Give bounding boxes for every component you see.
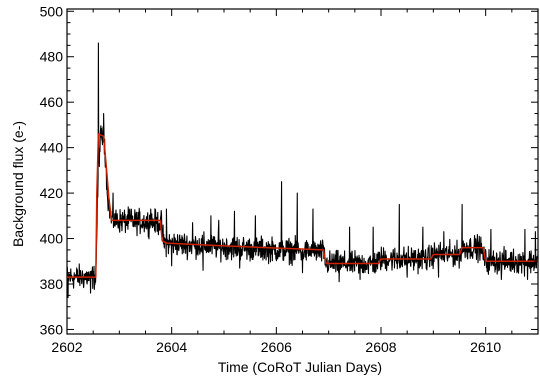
y-tick-label: 360	[40, 321, 64, 337]
data-layer	[66, 42, 539, 299]
y-axis-label: Background flux (e-)	[10, 121, 26, 247]
y-tick-label: 460	[40, 94, 64, 110]
x-tick-label: 2602	[51, 339, 82, 355]
y-tick-label: 500	[40, 3, 64, 19]
x-axis-label: Time (CoRoT Julian Days)	[218, 359, 382, 375]
ticks-layer: 2602 2604 2606 2608 2610 360 380 400 420 440 460 48…	[40, 3, 539, 355]
y-tick-label: 380	[40, 276, 64, 292]
y-tick-label: 420	[40, 185, 64, 201]
x-tick-label: 2610	[470, 339, 501, 355]
y-tick-label: 440	[40, 140, 64, 156]
y-tick-label: 480	[40, 49, 64, 65]
x-tick-label: 2608	[365, 339, 396, 355]
x-tick-label: 2606	[261, 339, 292, 355]
smoothed-fit-line	[67, 133, 538, 278]
x-tick-label: 2604	[156, 339, 187, 355]
plot-frame	[66, 8, 539, 335]
y-tick-label: 400	[40, 231, 64, 247]
measured-flux-line	[66, 42, 539, 299]
